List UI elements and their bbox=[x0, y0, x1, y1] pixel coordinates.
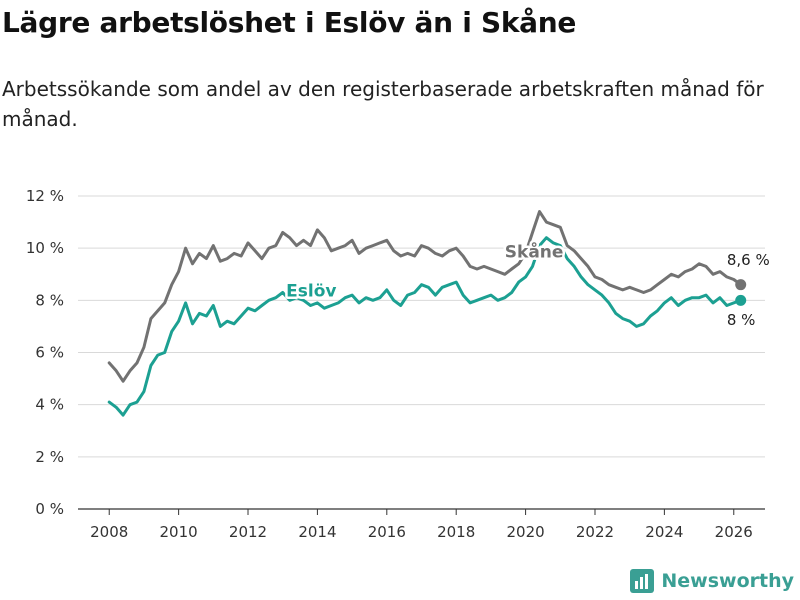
series-label-eslov: Eslöv bbox=[286, 281, 336, 301]
newsworthy-icon bbox=[630, 569, 655, 593]
x-tick-label: 2022 bbox=[576, 523, 614, 541]
end-label-skane: 8,6 % bbox=[727, 251, 770, 269]
y-tick-label: 4 % bbox=[35, 396, 64, 414]
y-tick-label: 6 % bbox=[35, 344, 64, 362]
y-tick-label: 12 % bbox=[26, 187, 64, 205]
y-tick-label: 2 % bbox=[35, 448, 64, 466]
series-line-eslov bbox=[107, 236, 743, 417]
page-subtitle: Arbetssökande som andel av den registerb… bbox=[2, 77, 764, 131]
end-point-skane bbox=[735, 279, 747, 291]
x-tick-label: 2024 bbox=[645, 523, 683, 541]
x-tick-label: 2018 bbox=[437, 523, 475, 541]
page-title: Lägre arbetslöshet i Eslöv än i Skåne bbox=[2, 6, 577, 39]
end-point-eslov bbox=[735, 294, 747, 306]
series-label-skane: Skåne bbox=[505, 240, 564, 262]
x-tick-label: 2026 bbox=[715, 523, 753, 541]
x-tick-label: 2012 bbox=[229, 523, 267, 541]
x-tick-label: 2014 bbox=[298, 523, 336, 541]
y-tick-label: 10 % bbox=[26, 239, 64, 257]
brand-logo: Newsworthy bbox=[629, 568, 794, 594]
x-tick-label: 2016 bbox=[368, 523, 406, 541]
end-label-eslov: 8 % bbox=[727, 311, 756, 329]
x-tick-label: 2010 bbox=[160, 523, 198, 541]
x-tick-label: 2020 bbox=[506, 523, 544, 541]
y-tick-label: 0 % bbox=[35, 500, 64, 518]
x-tick-label: 2008 bbox=[90, 523, 128, 541]
brand-name: Newsworthy bbox=[661, 570, 794, 592]
series-line-skane bbox=[107, 210, 743, 383]
y-tick-label: 8 % bbox=[35, 291, 64, 309]
